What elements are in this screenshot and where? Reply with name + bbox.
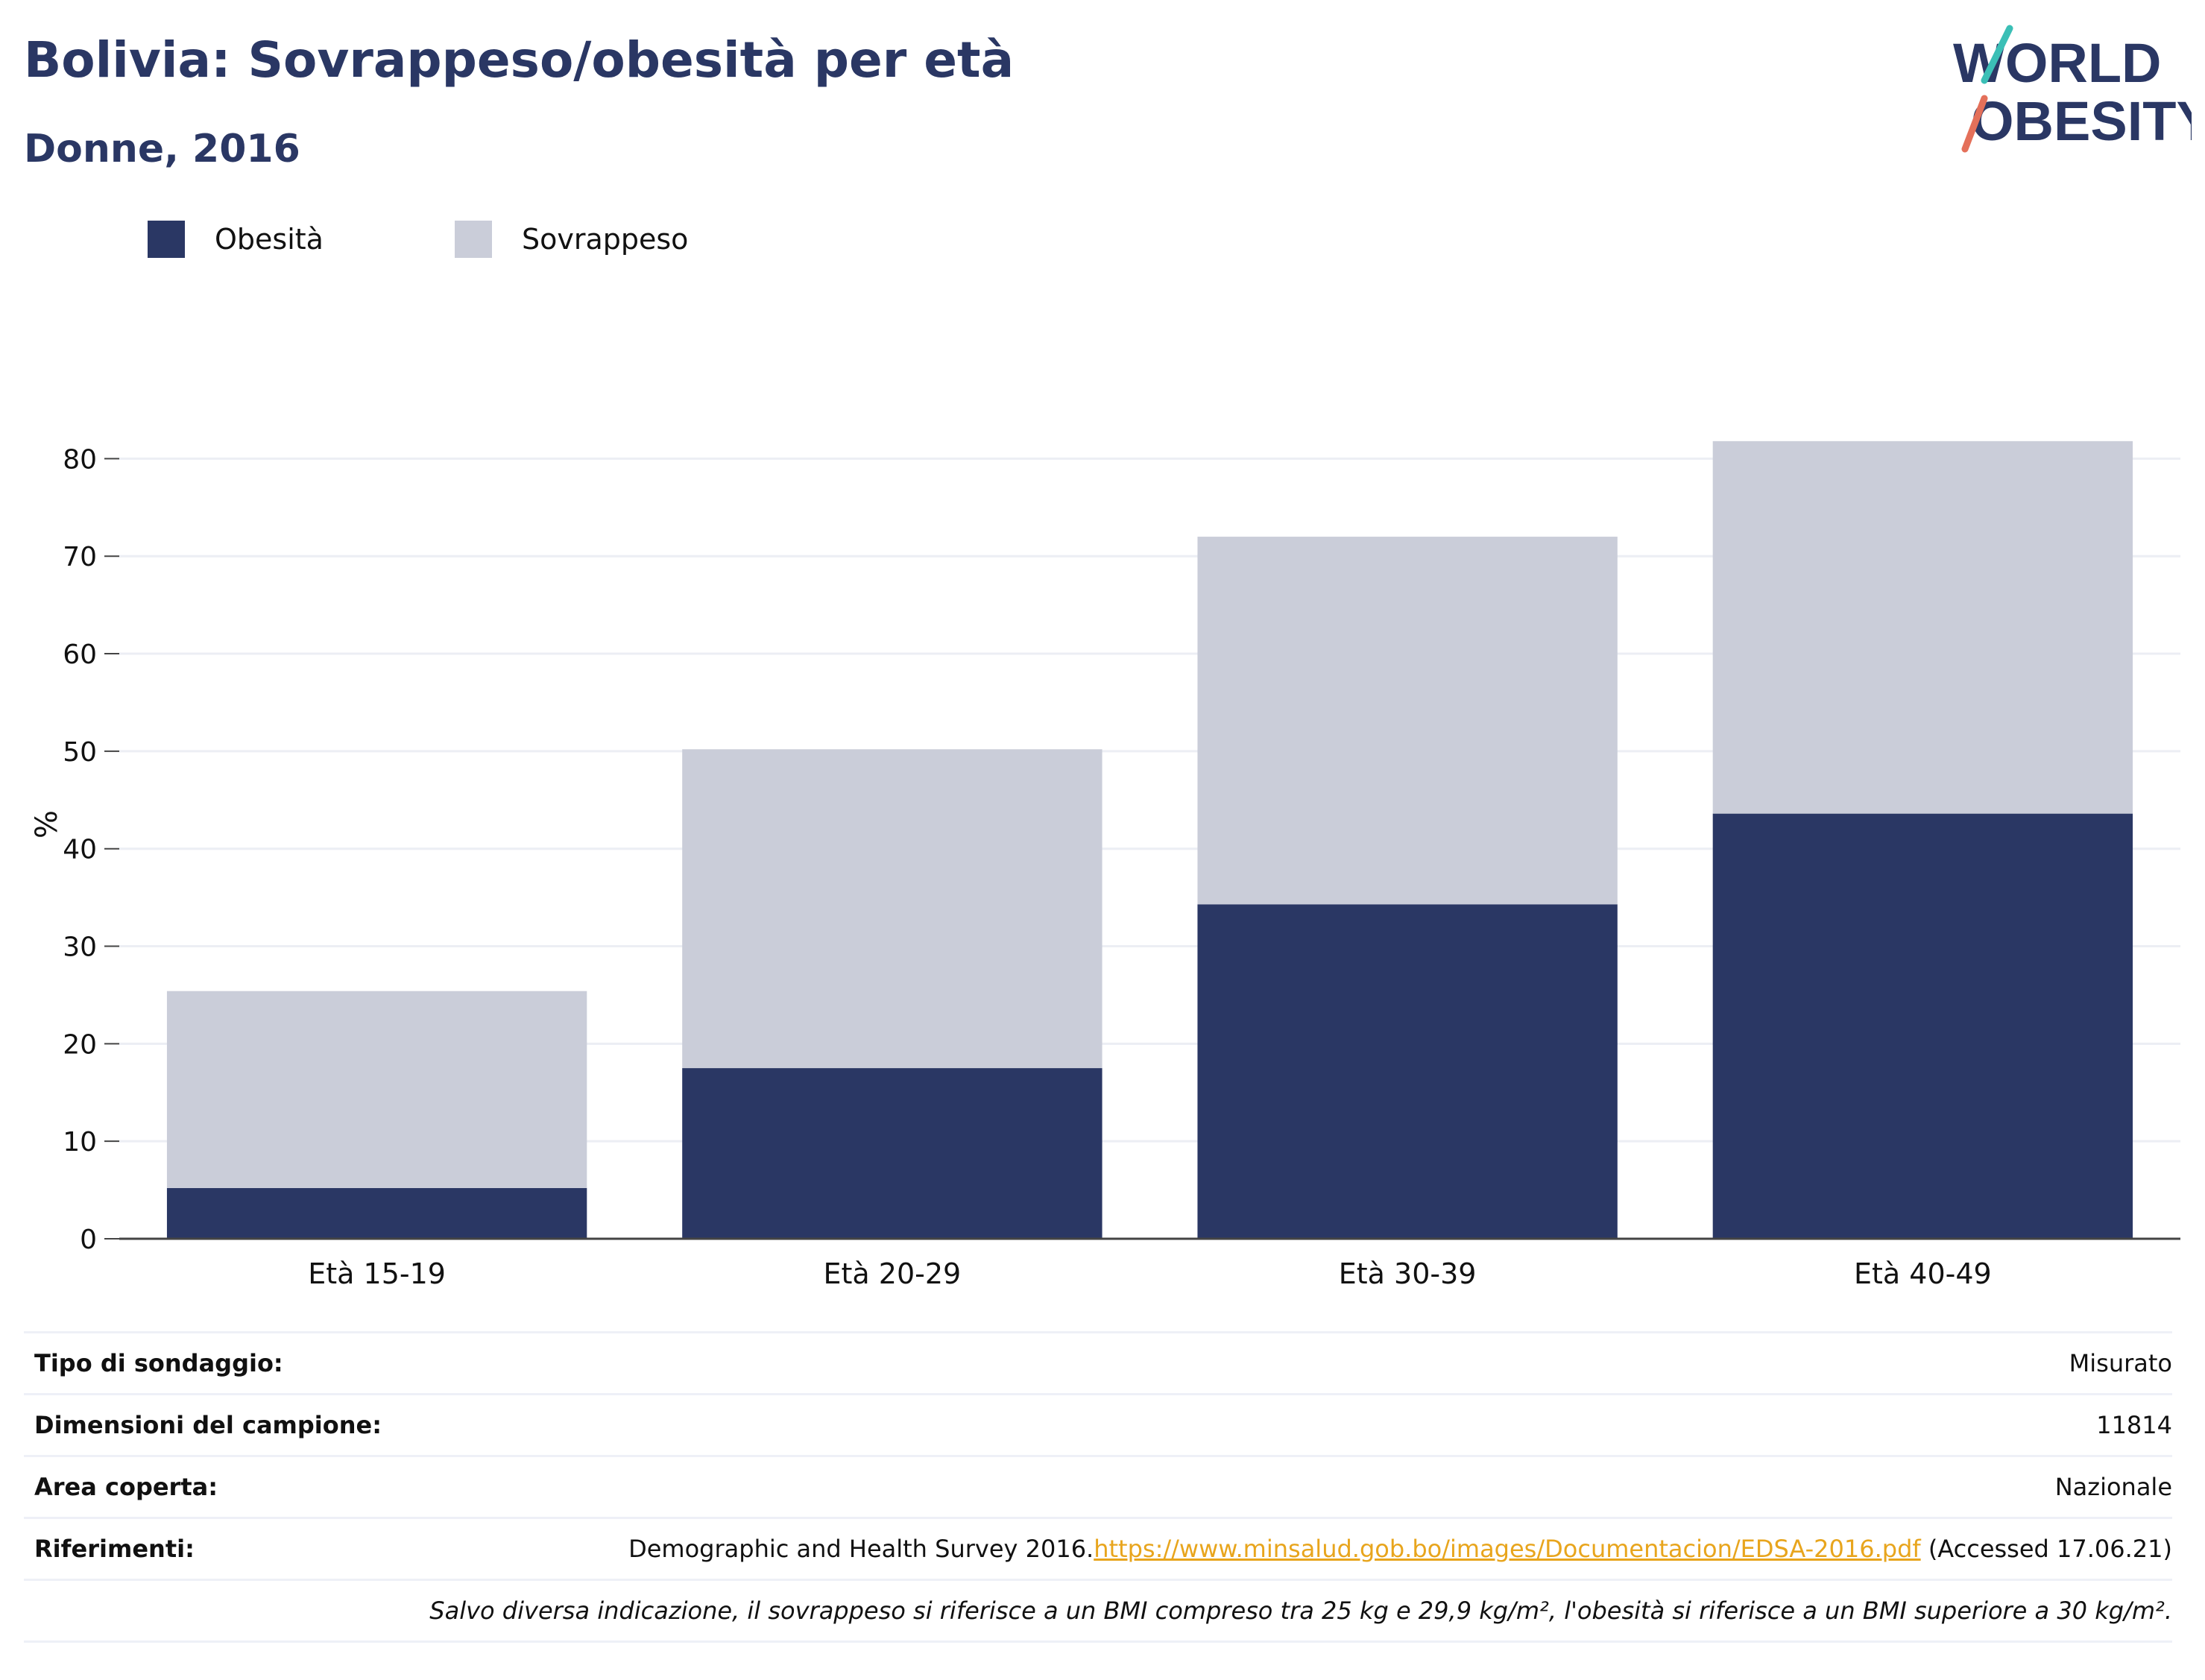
y-tick-label: 50 [63, 737, 97, 768]
definition-note: Salvo diversa indicazione, il sovrappeso… [429, 1597, 2172, 1625]
bar-obesity-1 [166, 1187, 587, 1239]
bar-chart: 0 10 20 30 40 50 60 70 80% Età 15-19 Età 20-29 Età … [30, 440, 2180, 1290]
legend-swatch-overweight [455, 221, 492, 258]
logo-line1: WORLD [1953, 32, 2162, 94]
info-table: Tipo di sondaggio: Misurato Dimensioni d… [24, 1331, 2172, 1643]
legend-item-obesity[interactable]: Obesità [148, 221, 324, 258]
info-value: 11814 [2096, 1411, 2172, 1439]
info-row-note: Salvo diversa indicazione, il sovrappeso… [24, 1579, 2172, 1643]
info-value: Nazionale [2054, 1473, 2172, 1501]
y-tick-label: 30 [63, 932, 97, 963]
bar-obesity-4 [1712, 813, 2133, 1239]
info-value: Misurato [2069, 1349, 2172, 1377]
y-tick-label: 10 [63, 1127, 97, 1158]
references-value: Demographic and Health Survey 2016.https… [628, 1535, 2172, 1563]
info-row-references: Riferimenti: Demographic and Health Surv… [24, 1517, 2172, 1579]
y-tick-label: 70 [63, 542, 97, 572]
info-label: Tipo di sondaggio: [34, 1349, 283, 1377]
references-prefix: Demographic and Health Survey 2016. [628, 1535, 1094, 1563]
legend-swatch-obesity [148, 221, 185, 258]
references-link[interactable]: https://www.minsalud.gob.bo/images/Docum… [1094, 1535, 1921, 1563]
y-tick-label: 40 [63, 835, 97, 865]
y-tick-label: 0 [80, 1225, 97, 1255]
bar-overweight-2 [682, 749, 1102, 1069]
x-tick-label: Età 30-39 [1339, 1257, 1477, 1290]
bar-overweight-3 [1197, 537, 1618, 905]
info-label: Area coperta: [34, 1473, 218, 1501]
info-row-survey-type: Tipo di sondaggio: Misurato [24, 1331, 2172, 1393]
y-tick-label: 20 [63, 1029, 97, 1060]
info-row-area: Area coperta: Nazionale [24, 1455, 2172, 1517]
legend-label-obesity: Obesità [215, 223, 324, 256]
page-title: Bolivia: Sovrappeso/obesità per età [24, 31, 1015, 89]
world-obesity-logo: WORLD OBESITY [1953, 25, 2192, 153]
logo-slash-top [1981, 25, 2013, 84]
x-tick-label: Età 40-49 [1854, 1257, 1992, 1290]
info-row-sample-size: Dimensioni del campione: 11814 [24, 1393, 2172, 1455]
y-tick-label: 60 [63, 640, 97, 670]
y-tick-label: 80 [63, 444, 97, 475]
bar-overweight-4 [1712, 440, 2133, 814]
page-subtitle: Donne, 2016 [24, 127, 300, 171]
bar-obesity-2 [682, 1068, 1102, 1239]
info-label: Riferimenti: [34, 1535, 195, 1563]
bar-overweight-1 [166, 991, 587, 1188]
x-tick-label: Età 15-19 [308, 1257, 446, 1290]
legend-item-overweight[interactable]: Sovrappeso [455, 221, 688, 258]
y-axis-label: % [30, 810, 64, 839]
info-label: Dimensioni del campione: [34, 1411, 382, 1439]
x-tick-label: Età 20-29 [824, 1257, 962, 1290]
legend-label-overweight: Sovrappeso [522, 223, 689, 256]
references-suffix: (Accessed 17.06.21) [1920, 1535, 2172, 1563]
logo-slash-bottom [1961, 95, 1988, 153]
logo-line2: OBESITY [1971, 90, 2192, 152]
bar-obesity-3 [1197, 904, 1618, 1239]
